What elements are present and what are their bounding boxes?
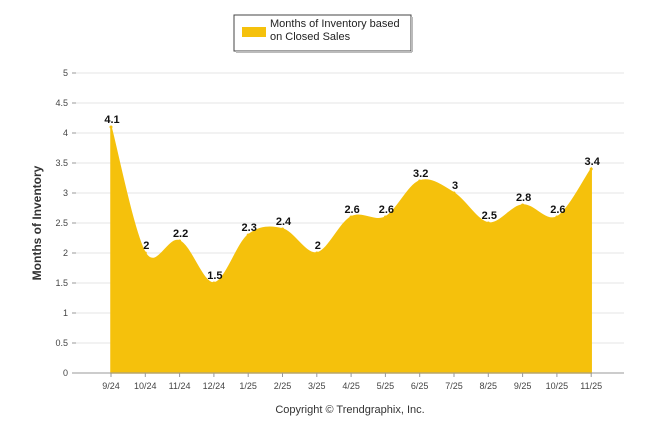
- copyright-text: Copyright © Trendgraphix, Inc.: [275, 404, 424, 416]
- data-label: 2.6: [550, 204, 565, 216]
- x-tick-label: 2/25: [274, 381, 292, 391]
- data-point-10/25[interactable]: [555, 215, 559, 219]
- legend-label-line-1: Months of Inventory based: [270, 18, 400, 30]
- x-tick-label: 4/25: [342, 381, 360, 391]
- x-tick-label: 11/25: [580, 381, 602, 391]
- data-label: 1.5: [207, 270, 222, 282]
- data-point-4/25[interactable]: [349, 215, 353, 219]
- y-tick-label: 1.5: [55, 278, 68, 288]
- data-label: 3.4: [585, 156, 601, 168]
- y-tick-label: 0.5: [55, 338, 68, 348]
- data-label: 2: [143, 240, 149, 252]
- y-tick-label: 3: [63, 188, 68, 198]
- data-point-10/24[interactable]: [143, 251, 147, 255]
- x-tick-label: 12/24: [203, 381, 226, 391]
- data-point-7/25[interactable]: [452, 191, 456, 195]
- y-axis-label: Months of Inventory: [30, 165, 44, 280]
- data-label: 2.8: [516, 192, 531, 204]
- x-tick-label: 8/25: [480, 381, 498, 391]
- x-tick-label: 9/24: [102, 381, 120, 391]
- data-point-9/25[interactable]: [521, 203, 525, 207]
- data-point-11/25[interactable]: [589, 167, 593, 171]
- x-tick-label: 6/25: [411, 381, 429, 391]
- x-tick-label: 11/24: [169, 381, 191, 391]
- data-label: 2.2: [173, 228, 188, 240]
- data-label: 3.2: [413, 168, 428, 180]
- legend-label-line-2: on Closed Sales: [270, 31, 351, 43]
- y-ticks: 0 0.5 1 1.5 2 2.5 3 3.5 4 4.5 5: [55, 68, 76, 378]
- data-point-1/25[interactable]: [246, 233, 250, 237]
- data-label: 2.6: [379, 204, 394, 216]
- y-tick-label: 1: [63, 308, 68, 318]
- data-label: 2.3: [242, 222, 257, 234]
- y-tick-label: 0: [63, 368, 68, 378]
- data-label: 2.4: [276, 216, 292, 228]
- data-label: 3: [452, 180, 458, 192]
- y-tick-label: 4.5: [55, 98, 68, 108]
- x-ticks: 9/24 10/24 11/24 12/24 1/25 2/25 3/25 4/25 5/25 6…: [102, 373, 602, 391]
- y-tick-label: 5: [63, 68, 68, 78]
- data-label: 2.5: [482, 210, 497, 222]
- x-tick-label: 3/25: [308, 381, 326, 391]
- data-labels: 4.1 2 2.2 1.5 2.3 2.4 2 2.6 2.6 3.2 3 2.5 2.8 2.6 3.4: [104, 114, 600, 282]
- data-point-12/24[interactable]: [212, 281, 216, 285]
- series-area: [109, 125, 593, 374]
- data-point-9/24[interactable]: [109, 125, 113, 129]
- legend-swatch: [242, 27, 266, 37]
- y-tick-label: 2.5: [55, 218, 68, 228]
- legend[interactable]: Months of Inventory based on Closed Sale…: [233, 14, 413, 53]
- y-tick-label: 3.5: [55, 158, 68, 168]
- x-tick-label: 10/25: [546, 381, 569, 391]
- data-point-11/24[interactable]: [178, 239, 182, 243]
- data-point-8/25[interactable]: [486, 221, 490, 225]
- data-point-5/25[interactable]: [383, 215, 387, 219]
- data-label: 4.1: [104, 114, 119, 126]
- y-tick-label: 2: [63, 248, 68, 258]
- x-tick-label: 1/25: [239, 381, 257, 391]
- x-tick-label: 9/25: [514, 381, 532, 391]
- x-tick-label: 5/25: [377, 381, 395, 391]
- data-point-2/25[interactable]: [281, 227, 284, 231]
- data-point-6/25[interactable]: [418, 179, 422, 183]
- x-tick-label: 7/25: [445, 381, 463, 391]
- data-label: 2.6: [344, 204, 359, 216]
- series-area-fill: [110, 126, 592, 374]
- data-point-3/25[interactable]: [315, 251, 319, 255]
- x-tick-label: 10/24: [134, 381, 157, 391]
- y-tick-label: 4: [63, 128, 68, 138]
- data-label: 2: [315, 240, 321, 252]
